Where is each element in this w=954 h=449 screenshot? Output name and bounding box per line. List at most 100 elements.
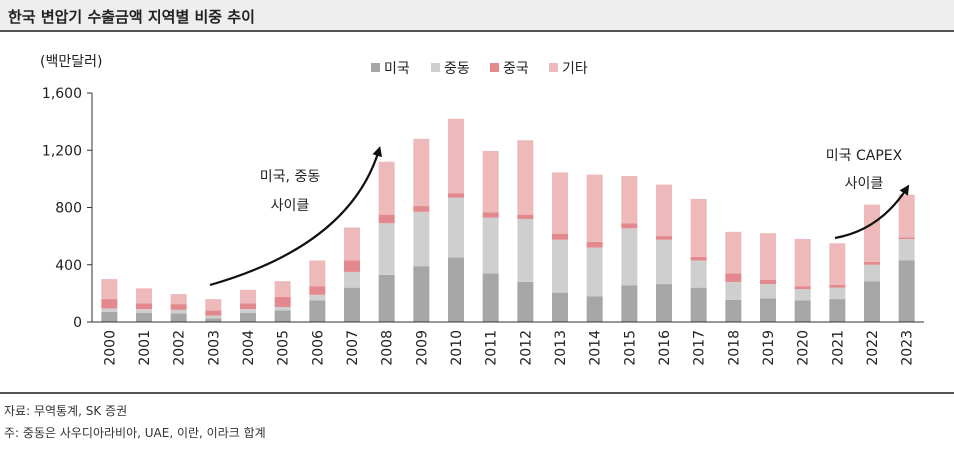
bar-segment (309, 294, 326, 301)
x-tick-label: 2012 (518, 330, 534, 366)
bar-segment (864, 281, 880, 322)
bar-segment (448, 118, 464, 194)
bar-segment (725, 299, 742, 322)
y-tick-label: 0 (73, 315, 82, 331)
x-tick-label: 2011 (484, 330, 500, 366)
bar-segment (656, 239, 672, 285)
bar-segment (656, 236, 672, 240)
bar-segment (136, 288, 152, 304)
bar-segment (794, 289, 811, 301)
bar-segment (482, 273, 499, 322)
legend-label: 중국 (503, 61, 529, 77)
legend-label: 중동 (444, 61, 470, 77)
bar-segment (482, 212, 499, 218)
bar-segment (240, 289, 256, 304)
annotation-text: 사이클 (271, 198, 310, 214)
annotation-text: 미국 CAPEX (826, 148, 903, 164)
bar-segment (621, 223, 638, 229)
bar-segment (309, 260, 326, 287)
source-text: 자료: 무역통계, SK 증권 (4, 404, 128, 418)
bar-segment (829, 299, 846, 322)
annotation-text: 사이클 (845, 176, 884, 192)
bar-segment (794, 300, 811, 322)
bar-segment (101, 279, 118, 300)
x-tick-label: 2005 (276, 330, 292, 366)
bar-segment (274, 306, 291, 311)
bar-segment (448, 193, 464, 198)
x-tick-label: 2007 (345, 330, 361, 366)
bar-segment (517, 281, 534, 322)
bar-segment (344, 260, 360, 272)
bar-segment (656, 284, 672, 322)
bar-segment (448, 257, 464, 322)
bar-segment (552, 239, 568, 293)
bar-segment (413, 211, 430, 267)
bar-segment (552, 172, 568, 234)
y-tick-label: 800 (55, 201, 82, 217)
bar-segment (101, 308, 118, 312)
bar-segment (621, 285, 638, 322)
bar-segment (586, 174, 603, 242)
legend-swatch (371, 63, 380, 72)
x-tick-label: 2018 (726, 330, 742, 366)
bar-segment (136, 309, 152, 313)
x-tick-label: 2015 (622, 330, 638, 366)
x-tick-label: 2013 (553, 330, 569, 366)
bar-segment (690, 260, 707, 288)
x-tick-label: 2023 (900, 330, 916, 366)
x-tick-label: 2016 (657, 330, 673, 366)
bar-segment (101, 311, 118, 322)
bar-segment (586, 241, 603, 248)
bar-segment (101, 299, 118, 309)
y-tick-label: 1,200 (42, 143, 82, 159)
bar-segment (656, 184, 672, 237)
bar-segment (760, 284, 776, 299)
x-tick-label: 2001 (137, 330, 153, 366)
bar-segment (309, 286, 326, 295)
bar-segment (309, 300, 326, 322)
bar-segment (205, 315, 222, 319)
x-tick-label: 2009 (414, 330, 430, 366)
legend-swatch (431, 63, 440, 72)
bar-segment (240, 312, 256, 322)
x-tick-label: 2010 (449, 330, 465, 366)
y-axis: 0 400 800 1,200 1,600 (42, 86, 93, 331)
x-tick-label: 2021 (830, 330, 846, 366)
bar-segment (621, 176, 638, 224)
bar-segment (829, 243, 846, 285)
bar-segment (517, 218, 534, 282)
legend-swatch (490, 63, 499, 72)
bar-segment (413, 138, 430, 207)
page-title: 한국 변압기 수출금액 지역별 비중 추이 (8, 8, 255, 26)
bar-segment (136, 303, 152, 310)
bar-segment (205, 310, 222, 316)
bar-segment (274, 281, 291, 297)
bar-segment (760, 298, 776, 322)
bar-segment (170, 304, 187, 310)
bar-segment (413, 206, 430, 212)
bar-segment (690, 198, 707, 257)
bar-segment (378, 223, 395, 275)
bar-segment (586, 247, 603, 297)
bar-segment (482, 217, 499, 274)
bar-segment (448, 197, 464, 258)
bar-segment (240, 309, 256, 313)
legend-label: 기타 (562, 61, 588, 77)
bar-segment (136, 312, 152, 322)
bar-segment (621, 228, 638, 286)
x-tick-label: 2014 (588, 330, 604, 366)
x-tick-label: 2000 (102, 330, 118, 366)
x-tick-label: 2020 (796, 330, 812, 366)
bar-segment (378, 214, 395, 224)
bar-segment (274, 296, 291, 307)
x-tick-label: 2003 (206, 330, 222, 366)
bar-segment (760, 233, 776, 280)
bar-segment (794, 238, 811, 287)
annotation-text: 미국, 중동 (260, 169, 321, 185)
x-tick-label: 2002 (172, 330, 188, 366)
bar-segment (344, 227, 360, 261)
x-axis: 2000 2001 2002 2003 2004 2005 2006 2007 2008 2009… (92, 321, 924, 366)
unit-label: (백만달러) (40, 54, 102, 70)
bar-segment (170, 313, 187, 322)
